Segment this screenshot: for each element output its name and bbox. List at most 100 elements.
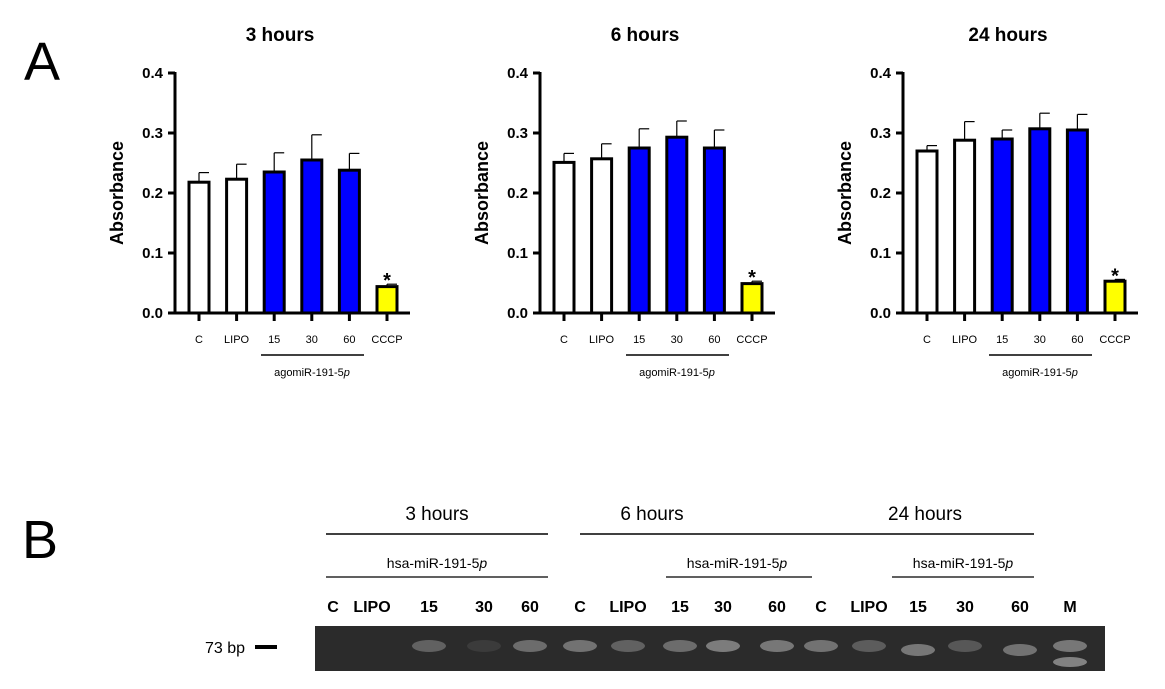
- gel-band: [663, 640, 697, 652]
- x-tick-label: 60: [343, 334, 355, 346]
- gel-band: [1053, 640, 1087, 652]
- x-tick-label: LIPO: [952, 334, 978, 346]
- y-tick-label: 0.3: [870, 125, 891, 142]
- bar-15: [990, 137, 1014, 315]
- gel-band: [611, 640, 645, 652]
- gel-band: [760, 640, 794, 652]
- lane-label: 60: [521, 599, 539, 616]
- gel-band: [467, 640, 501, 652]
- bar-30: [300, 158, 324, 315]
- bar-LIPO: [225, 177, 249, 315]
- y-axis-label: Absorbance: [472, 141, 492, 245]
- x-tick-label: LIPO: [589, 334, 615, 346]
- y-tick-label: 0.1: [870, 245, 891, 262]
- y-tick-label: 0.4: [507, 65, 529, 82]
- x-tick-label: 15: [268, 334, 280, 346]
- bar-30: [1028, 127, 1052, 315]
- x-tick-label: C: [923, 334, 931, 346]
- gel-group-label: 3 hours: [405, 504, 468, 525]
- x-tick-label: CCCP: [1099, 334, 1130, 346]
- x-tick-label: CCCP: [371, 334, 402, 346]
- gel-band: [513, 640, 547, 652]
- x-tick-label: 30: [1034, 334, 1046, 346]
- x-tick-label: LIPO: [224, 334, 250, 346]
- x-tick-label: 30: [306, 334, 318, 346]
- y-tick-label: 0.3: [142, 125, 163, 142]
- group-label: agomiR-191-5p: [274, 367, 350, 379]
- marker-size-label: 73 bp: [205, 640, 245, 657]
- y-tick-label: 0.2: [870, 185, 891, 202]
- chart-title: 24 hours: [968, 25, 1047, 46]
- bar-LIPO: [590, 157, 614, 315]
- bar-chart-2: 24 hours Absorbance 0.0 0.1 0.2 0.3 0.4 C LIPO 15…: [835, 25, 1138, 379]
- lane-label: 60: [1011, 599, 1029, 616]
- y-axis-label: Absorbance: [835, 141, 855, 245]
- y-tick-label: 0.0: [142, 305, 163, 322]
- y-tick-label: 0.3: [507, 125, 528, 142]
- bar-C: [187, 180, 211, 315]
- gel-sub-label: hsa-miR-191-5p: [687, 555, 788, 571]
- x-tick-label: 15: [633, 334, 645, 346]
- gel-group-label: 6 hours: [620, 504, 683, 525]
- lane-label: 30: [956, 599, 974, 616]
- x-tick-label: CCCP: [736, 334, 767, 346]
- group-label: agomiR-191-5p: [1002, 367, 1078, 379]
- lane-label: C: [574, 599, 586, 616]
- gel-sub-label: hsa-miR-191-5p: [387, 555, 488, 571]
- lane-label: C: [327, 599, 339, 616]
- y-tick-label: 0.2: [507, 185, 528, 202]
- lane-label: 30: [475, 599, 493, 616]
- bar-LIPO: [953, 138, 977, 315]
- bar-60: [337, 168, 361, 315]
- gel-band: [563, 640, 597, 652]
- y-tick-label: 0.1: [507, 245, 528, 262]
- panel-label-b: B: [22, 510, 58, 570]
- gel-band: [412, 640, 446, 652]
- bar-60: [702, 146, 726, 315]
- gel-band-marker-lower: [1053, 657, 1087, 667]
- significance-asterisk: *: [383, 270, 391, 292]
- lane-label: M: [1063, 599, 1076, 616]
- x-tick-label: C: [195, 334, 203, 346]
- lane-label: 15: [420, 599, 438, 616]
- group-label: agomiR-191-5p: [639, 367, 715, 379]
- x-tick-label: 30: [671, 334, 683, 346]
- chart-title: 6 hours: [611, 25, 680, 46]
- gel-sub-label: hsa-miR-191-5p: [913, 555, 1014, 571]
- gel-band: [852, 640, 886, 652]
- lane-label: 15: [909, 599, 927, 616]
- y-tick-label: 0.0: [870, 305, 891, 322]
- lane-label: 30: [714, 599, 732, 616]
- x-tick-label: 60: [708, 334, 720, 346]
- x-tick-label: 60: [1071, 334, 1083, 346]
- lane-label: 60: [768, 599, 786, 616]
- y-axis-label: Absorbance: [107, 141, 127, 245]
- gel-band: [706, 640, 740, 652]
- bar-C: [552, 160, 576, 315]
- bar-15: [627, 146, 651, 315]
- gel-band: [1003, 644, 1037, 656]
- x-tick-label: C: [560, 334, 568, 346]
- y-tick-label: 0.1: [142, 245, 163, 262]
- x-tick-label: 15: [996, 334, 1008, 346]
- bar-chart-1: 6 hours Absorbance 0.0 0.1 0.2 0.3 0.4 C LIPO 15 3…: [472, 25, 775, 379]
- gel-band: [804, 640, 838, 652]
- y-tick-label: 0.4: [142, 65, 164, 82]
- lane-label: 15: [671, 599, 689, 616]
- bar-15: [262, 170, 286, 315]
- lane-label: LIPO: [609, 599, 646, 616]
- significance-asterisk: *: [748, 267, 756, 289]
- gel-band: [901, 644, 935, 656]
- y-tick-label: 0.0: [507, 305, 528, 322]
- panel-label-a: A: [24, 32, 60, 92]
- y-tick-label: 0.4: [870, 65, 892, 82]
- lane-label: LIPO: [353, 599, 390, 616]
- significance-asterisk: *: [1111, 265, 1119, 287]
- bar-30: [665, 135, 689, 315]
- y-tick-label: 0.2: [142, 185, 163, 202]
- lane-label: LIPO: [850, 599, 887, 616]
- chart-title: 3 hours: [246, 25, 315, 46]
- gel-band: [948, 640, 982, 652]
- gel-group-label: 24 hours: [888, 504, 962, 525]
